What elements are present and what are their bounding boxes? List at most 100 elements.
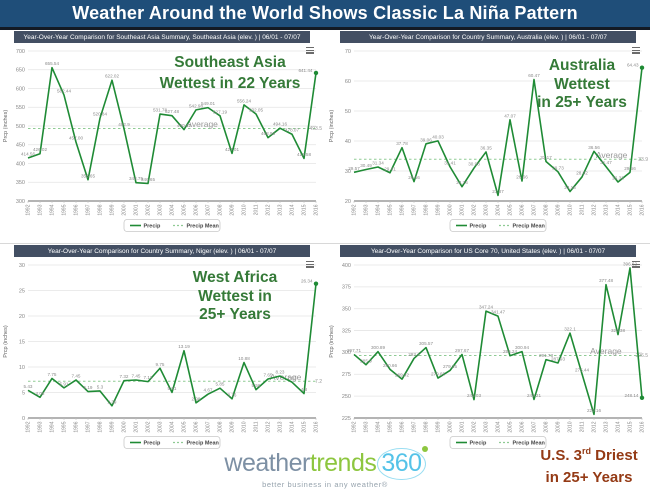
svg-text:31.47: 31.47 <box>600 160 612 165</box>
svg-text:5.91: 5.91 <box>60 381 69 386</box>
svg-text:2004: 2004 <box>170 204 176 215</box>
svg-text:1998: 1998 <box>98 204 104 215</box>
svg-text:31.41: 31.41 <box>444 160 456 165</box>
svg-text:29.41: 29.41 <box>384 166 396 171</box>
svg-text:280.66: 280.66 <box>383 363 397 368</box>
svg-text:2009: 2009 <box>230 421 236 432</box>
svg-text:1999: 1999 <box>110 421 116 432</box>
svg-text:2011: 2011 <box>254 204 260 215</box>
svg-text:641.44: 641.44 <box>298 68 312 73</box>
svg-text:2.98: 2.98 <box>192 396 201 401</box>
svg-text:285.9: 285.9 <box>360 358 372 363</box>
svg-text:2001: 2001 <box>134 421 140 432</box>
svg-text:2008: 2008 <box>544 204 550 215</box>
svg-text:1996: 1996 <box>400 421 406 432</box>
svg-text:414.56: 414.56 <box>21 152 35 157</box>
svg-text:396.62: 396.62 <box>623 261 637 266</box>
legend[interactable]: Precip Precip Mean <box>449 219 547 232</box>
svg-text:2016: 2016 <box>640 421 646 432</box>
svg-text:655.54: 655.54 <box>45 61 59 66</box>
svg-text:527.19: 527.19 <box>213 109 227 114</box>
last-point-marker <box>313 281 319 286</box>
annotation-line: Southeast Asia <box>174 54 286 71</box>
svg-text:2006: 2006 <box>520 204 526 215</box>
svg-text:25: 25 <box>19 288 25 294</box>
svg-text:377.48: 377.48 <box>599 278 613 283</box>
svg-text:2012: 2012 <box>592 421 598 432</box>
svg-text:8.23: 8.23 <box>276 370 285 375</box>
svg-text:413.58: 413.58 <box>297 152 311 157</box>
chart-annotation-australia: Australia Wettest in 25+ Years <box>518 57 646 113</box>
svg-text:2003: 2003 <box>484 204 490 215</box>
svg-text:492.9: 492.9 <box>118 122 130 127</box>
svg-text:29.73: 29.73 <box>552 165 564 170</box>
legend[interactable]: Precip Precip Mean <box>449 436 547 449</box>
svg-text:356.65: 356.65 <box>81 173 95 178</box>
svg-text:1998: 1998 <box>424 204 430 215</box>
svg-text:556.24: 556.24 <box>237 98 251 103</box>
svg-text:2008: 2008 <box>544 421 550 432</box>
svg-text:305.57: 305.57 <box>419 341 433 346</box>
svg-text:297.67: 297.67 <box>455 348 469 353</box>
chart-menu-icon[interactable] <box>632 261 640 268</box>
svg-text:296.24: 296.24 <box>503 349 517 354</box>
svg-text:500: 500 <box>16 124 25 130</box>
legend[interactable]: Precip Precip Mean <box>123 436 221 449</box>
chart-menu-icon[interactable] <box>306 261 314 268</box>
svg-text:1999: 1999 <box>110 204 116 215</box>
chart-title-australia: Year-Over-Year Comparison for Country Su… <box>340 31 636 43</box>
svg-text:1995: 1995 <box>62 421 68 432</box>
mean-value-label: 296.5 <box>635 353 648 359</box>
svg-text:2012: 2012 <box>266 421 272 432</box>
svg-text:37.78: 37.78 <box>396 141 408 146</box>
svg-text:600: 600 <box>16 86 25 92</box>
svg-text:2009: 2009 <box>230 204 236 215</box>
svg-text:550: 550 <box>16 105 25 111</box>
svg-text:246.21: 246.21 <box>527 393 541 398</box>
svg-text:532.05: 532.05 <box>249 107 263 112</box>
precip-line <box>353 267 643 416</box>
svg-text:2005: 2005 <box>182 421 188 432</box>
svg-text:2007: 2007 <box>206 421 212 432</box>
svg-text:457.00: 457.00 <box>69 136 83 141</box>
svg-text:5: 5 <box>22 390 25 396</box>
svg-text:1993: 1993 <box>38 204 44 215</box>
svg-text:1994: 1994 <box>50 421 56 432</box>
svg-text:2002: 2002 <box>146 204 152 215</box>
mean-value-label: 493.5 <box>309 126 322 132</box>
svg-text:279.35: 279.35 <box>443 364 457 369</box>
chart-menu-icon[interactable] <box>306 47 314 54</box>
annotation-line: Australia <box>548 57 616 74</box>
svg-text:2004: 2004 <box>170 421 176 432</box>
svg-text:50: 50 <box>345 109 351 115</box>
x-axis-labels: 1992 1993 1994 1995 1996 1997 1998 1999 2000 2001… <box>352 201 646 216</box>
annotation-line: in 25+ Years <box>537 94 627 112</box>
chart-title-niger: Year-Over-Year Comparison for Country Su… <box>14 245 310 257</box>
chart-southeast-asia: Year-Over-Year Comparison for Southeast … <box>0 31 324 243</box>
point-labels: 5.434.067.755.917.455.19 5.32.397.32 7.45 7… <box>24 279 313 405</box>
svg-text:347.24: 347.24 <box>479 305 493 310</box>
svg-text:542.98: 542.98 <box>189 103 203 108</box>
svg-text:2016: 2016 <box>640 204 646 215</box>
svg-text:478.07: 478.07 <box>285 128 299 133</box>
svg-text:2015: 2015 <box>302 204 308 215</box>
chart-plot-niger: 0 5 10 15 20 25 30 Prcp (inches) 1992 1993 1994 199… <box>0 258 324 460</box>
svg-text:5.19: 5.19 <box>84 385 93 390</box>
chart-plot-southeast-asia: 300 350 400 450 500 550 600 650 700 Prcp (inches)… <box>0 44 324 243</box>
svg-text:2006: 2006 <box>194 204 200 215</box>
svg-text:7.65: 7.65 <box>264 372 273 377</box>
svg-text:494.16: 494.16 <box>273 122 287 127</box>
svg-text:30.49: 30.49 <box>360 163 372 168</box>
chart-menu-icon[interactable] <box>632 47 640 54</box>
svg-text:2.39: 2.39 <box>108 399 117 404</box>
svg-text:28.02: 28.02 <box>576 170 588 175</box>
svg-text:2005: 2005 <box>508 204 514 215</box>
svg-text:2013: 2013 <box>278 421 284 432</box>
svg-text:2002: 2002 <box>146 421 152 432</box>
x-axis-labels: 1992 1993 1994 1995 1996 1997 1998 1999 2000 2001… <box>26 201 320 216</box>
svg-text:2000: 2000 <box>448 421 454 432</box>
svg-text:31.34: 31.34 <box>372 160 384 165</box>
svg-text:650: 650 <box>16 68 25 74</box>
legend[interactable]: Precip Precip Mean <box>123 219 221 232</box>
